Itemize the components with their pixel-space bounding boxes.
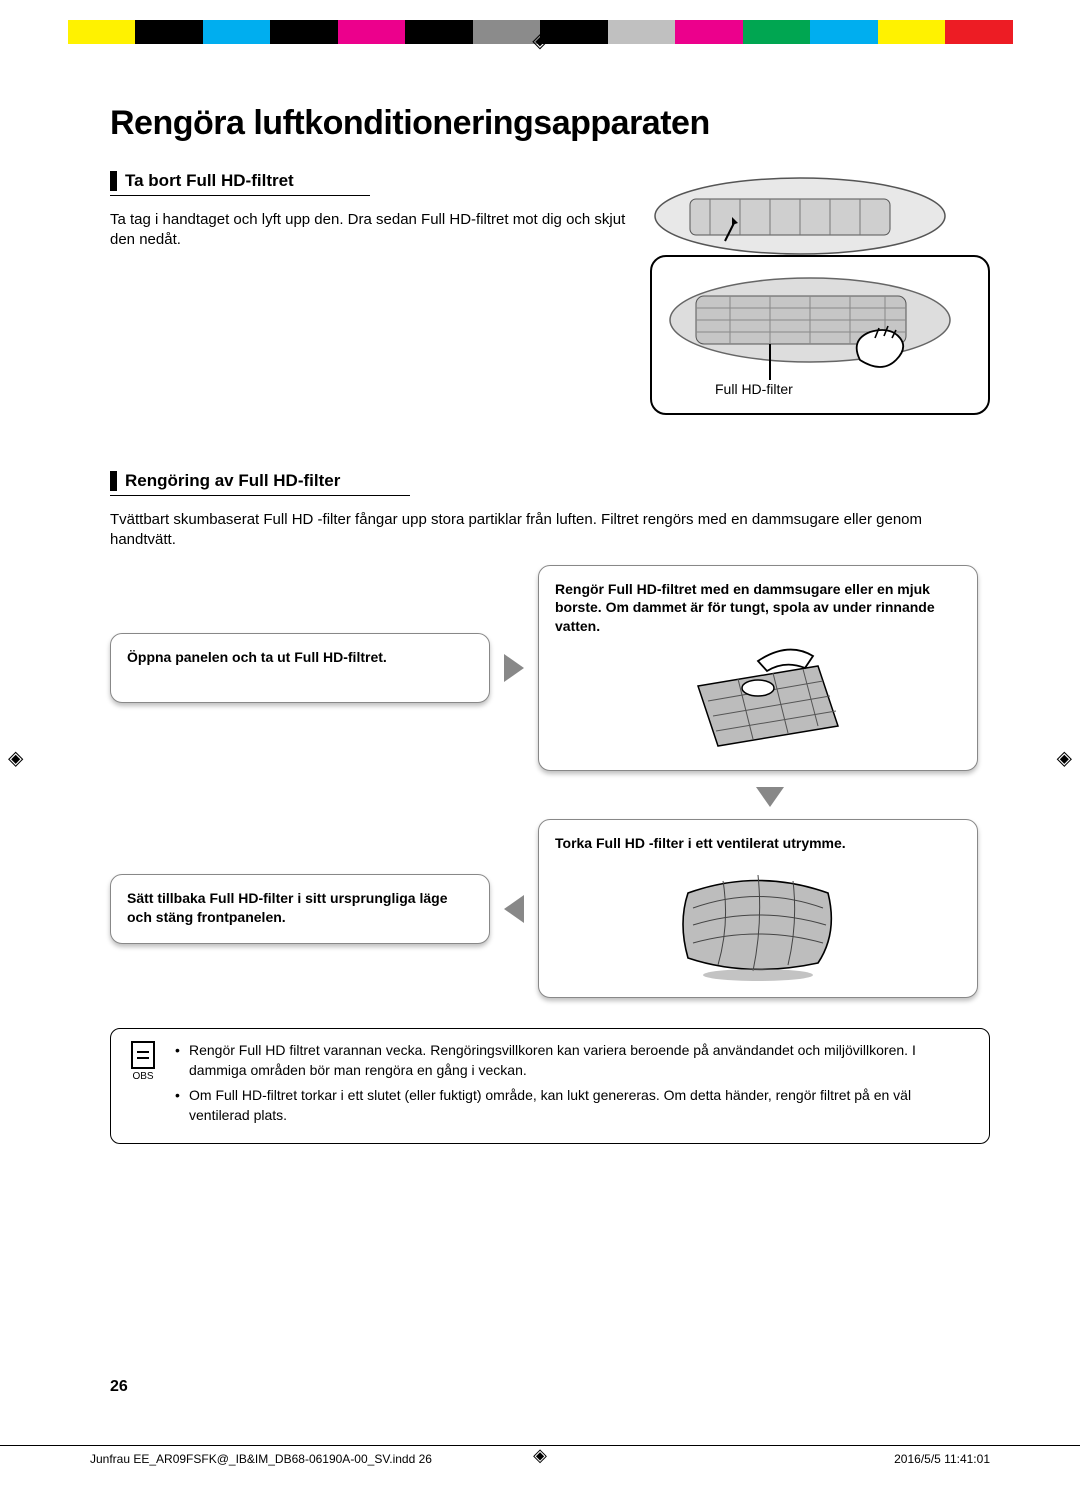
svg-text:Full HD-filter: Full HD-filter	[715, 381, 793, 397]
step-2-text: Rengör Full HD-filtret med en dammsugare…	[555, 581, 935, 635]
heading-text: Ta bort Full HD-filtret	[125, 171, 294, 191]
footer-timestamp: 2016/5/5 11:41:01	[894, 1452, 990, 1466]
cleaning-steps: Öppna panelen och ta ut Full HD-filtret.…	[110, 565, 990, 999]
step-2-box: Rengör Full HD-filtret med en dammsugare…	[538, 565, 978, 772]
page-content: Rengöra luftkonditioneringsapparaten Ta …	[110, 104, 990, 1144]
heading-bar-icon	[110, 471, 117, 491]
page-title: Rengöra luftkonditioneringsapparaten	[110, 104, 990, 143]
ac-unit-top-illustration	[650, 171, 950, 261]
print-footer: Junfrau EE_AR09FSFK@_IB&IM_DB68-06190A-0…	[0, 1445, 1080, 1466]
note-item-1: Rengör Full HD filtret varannan vecka. R…	[175, 1041, 975, 1080]
registration-mark-top: ◈	[532, 28, 547, 53]
note-label: OBS	[125, 1071, 161, 1082]
arrow-left-icon	[504, 895, 524, 923]
arrow-right-icon	[504, 654, 524, 682]
note-box: OBS Rengör Full HD filtret varannan veck…	[110, 1028, 990, 1144]
step-4-box: Sätt tillbaka Full HD-filter i sitt ursp…	[110, 874, 490, 944]
arrow-down-icon	[756, 787, 784, 807]
registration-mark-left: ◈	[8, 746, 23, 771]
step-3-box: Torka Full HD -filter i ett ventilerat u…	[538, 819, 978, 998]
vacuum-filter-illustration	[555, 646, 961, 756]
page-number: 26	[110, 1378, 128, 1396]
section-heading: Ta bort Full HD-filtret	[110, 171, 370, 196]
heading-text-2: Rengöring av Full HD-filter	[125, 471, 340, 491]
note-list: Rengör Full HD filtret varannan vecka. R…	[175, 1041, 975, 1131]
section1-body: Ta tag i handtaget och lyft upp den. Dra…	[110, 210, 630, 251]
note-item-2: Om Full HD-filtret torkar i ett slutet (…	[175, 1086, 975, 1125]
ac-unit-detail-illustration: Full HD-filter Full HD-filter	[650, 255, 990, 415]
step-1-box: Öppna panelen och ta ut Full HD-filtret.	[110, 633, 490, 703]
dry-filter-illustration	[555, 863, 961, 983]
section-remove-filter: Ta bort Full HD-filtret Ta tag i handtag…	[110, 171, 990, 415]
step-3-text: Torka Full HD -filter i ett ventilerat u…	[555, 835, 846, 851]
footer-filename: Junfrau EE_AR09FSFK@_IB&IM_DB68-06190A-0…	[90, 1452, 432, 1466]
heading-bar-icon	[110, 171, 117, 191]
section2-intro: Tvättbart skumbaserat Full HD -filter få…	[110, 510, 990, 551]
note-icon: OBS	[125, 1041, 161, 1131]
registration-mark-right: ◈	[1057, 746, 1072, 771]
section-heading-2: Rengöring av Full HD-filter	[110, 471, 410, 496]
